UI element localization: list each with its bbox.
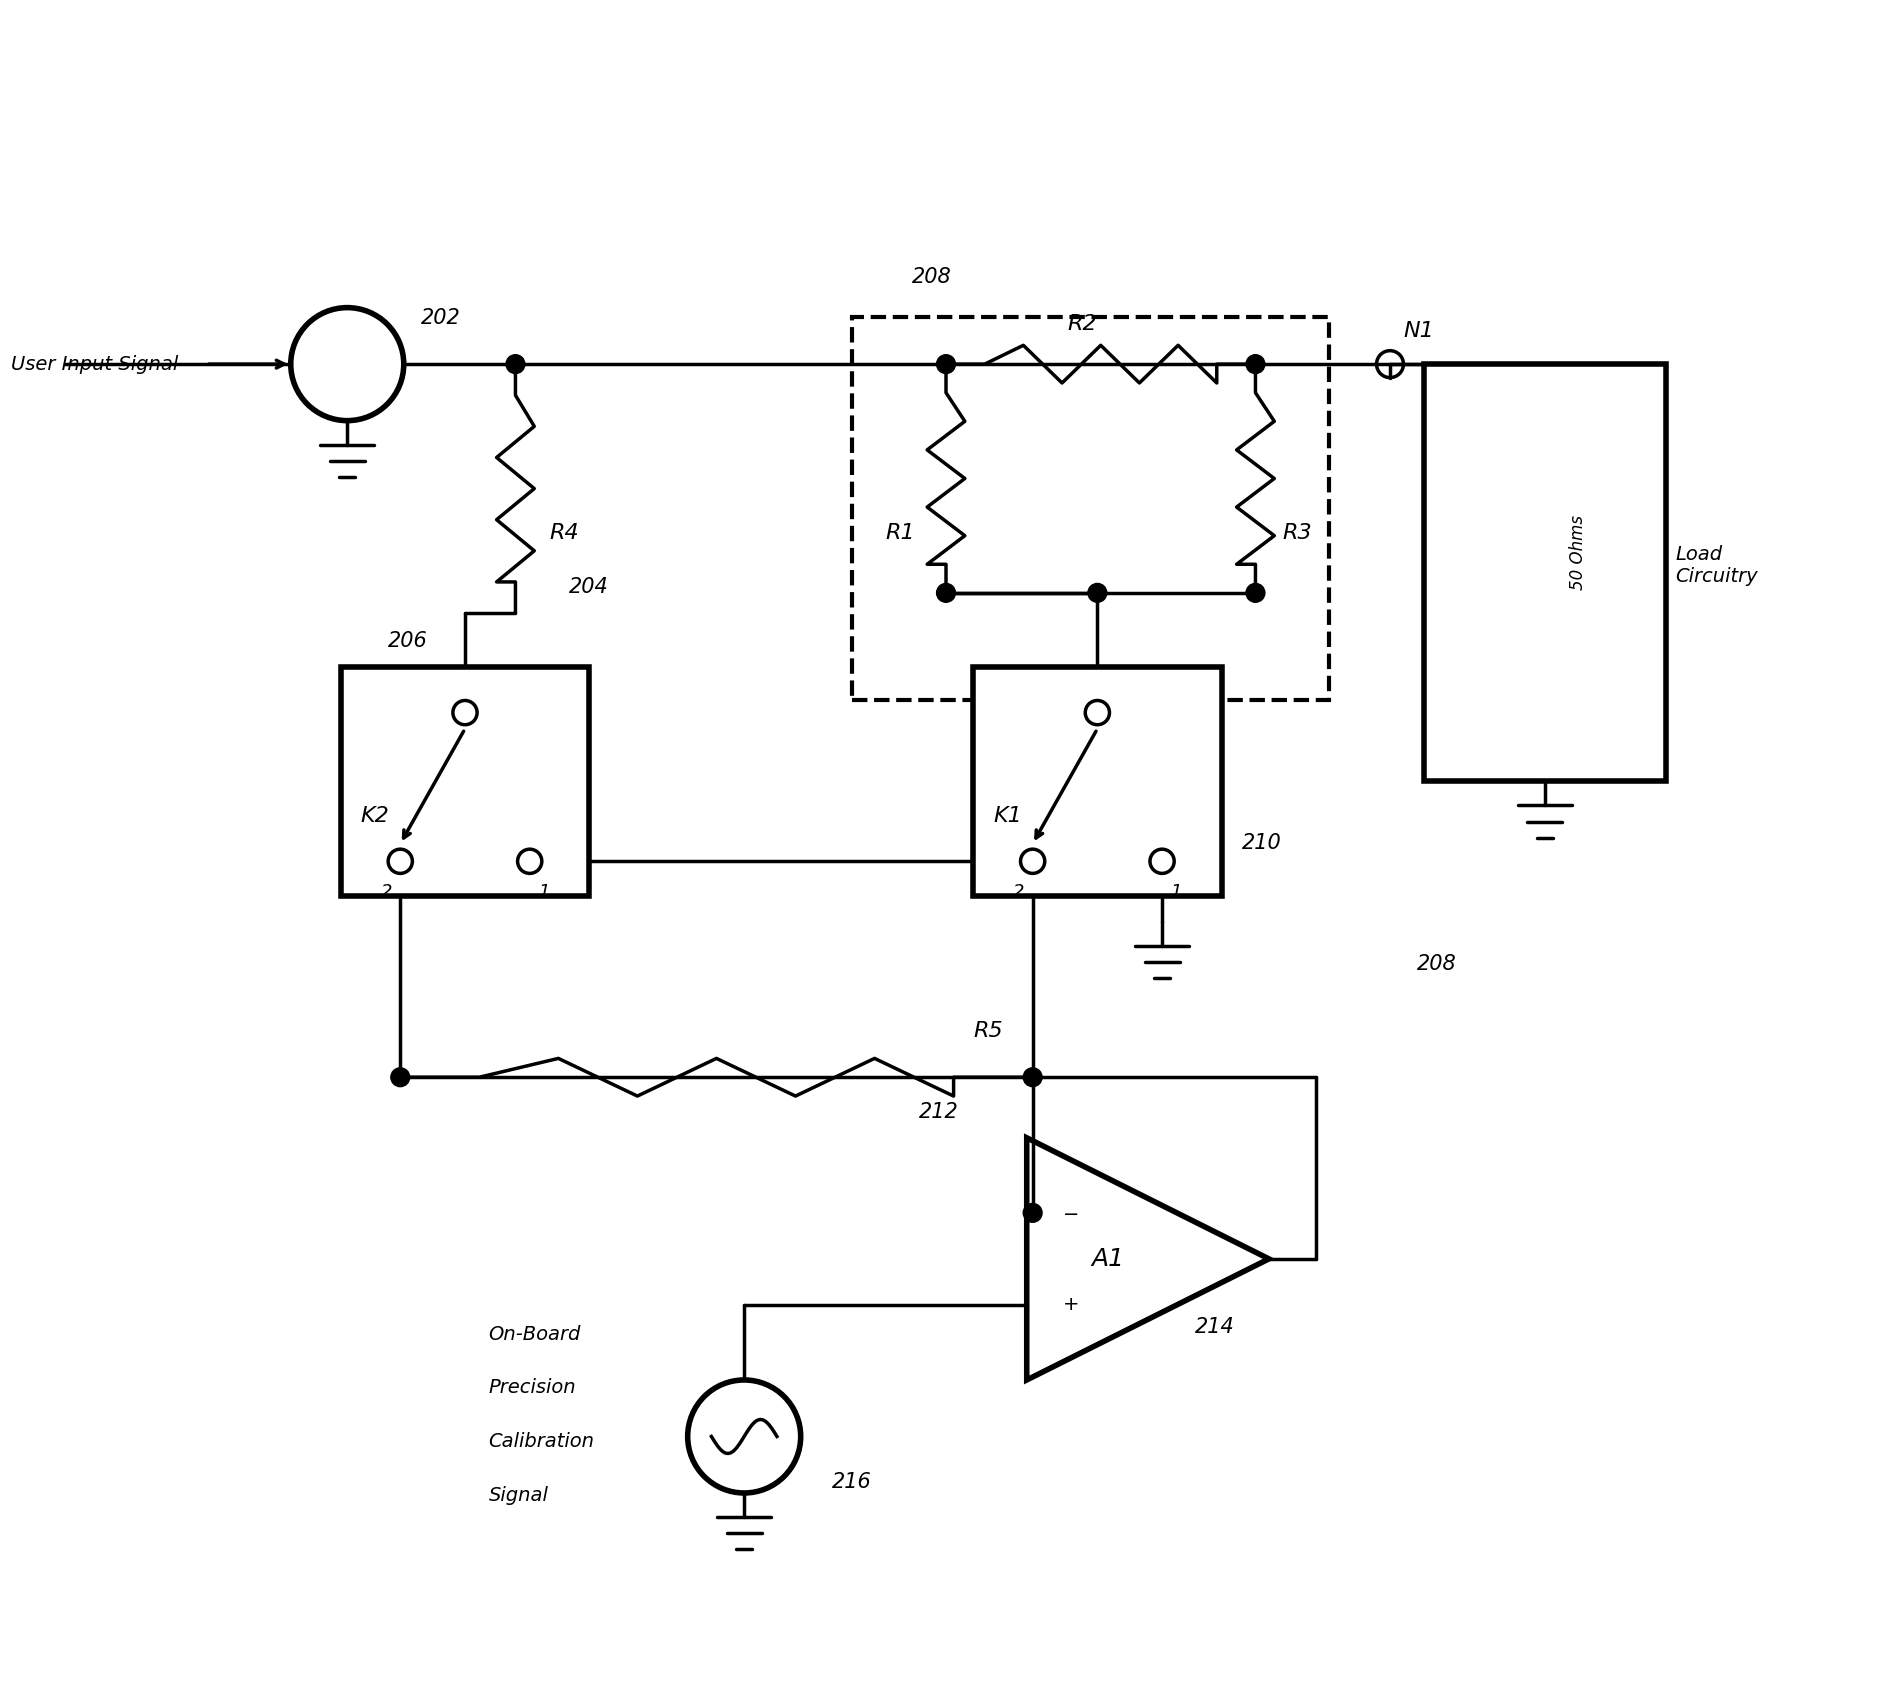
Text: A1: A1 xyxy=(1092,1247,1124,1271)
Text: 210: 210 xyxy=(1241,833,1281,852)
Text: R5: R5 xyxy=(972,1022,1003,1040)
Text: 202: 202 xyxy=(422,307,462,328)
Circle shape xyxy=(1024,1067,1042,1086)
Text: K2: K2 xyxy=(361,806,390,825)
Circle shape xyxy=(937,584,955,602)
Circle shape xyxy=(937,355,955,373)
Bar xyxy=(341,667,590,896)
Text: On-Board: On-Board xyxy=(488,1325,581,1344)
Bar xyxy=(972,667,1222,896)
Text: K1: K1 xyxy=(993,806,1022,825)
Text: 208: 208 xyxy=(1417,954,1457,974)
Circle shape xyxy=(505,355,524,373)
Text: R2: R2 xyxy=(1067,314,1097,334)
Text: Calibration: Calibration xyxy=(488,1432,594,1451)
Circle shape xyxy=(1247,584,1266,602)
Text: User Input Signal: User Input Signal xyxy=(11,355,178,373)
Text: 50 Ohms: 50 Ohms xyxy=(1568,514,1587,591)
Text: 2: 2 xyxy=(380,882,392,901)
Text: 212: 212 xyxy=(920,1101,959,1122)
Circle shape xyxy=(392,1067,411,1086)
Text: $-$: $-$ xyxy=(1061,1203,1078,1222)
Text: 1: 1 xyxy=(537,882,549,901)
Text: $+$: $+$ xyxy=(1061,1295,1078,1315)
Text: 216: 216 xyxy=(832,1471,872,1492)
Bar xyxy=(851,317,1330,701)
Text: Load
Circuitry: Load Circuitry xyxy=(1674,545,1758,587)
Circle shape xyxy=(1024,1203,1042,1222)
Text: 204: 204 xyxy=(569,577,609,597)
Circle shape xyxy=(1247,355,1266,373)
Text: R1: R1 xyxy=(885,523,916,543)
Text: 206: 206 xyxy=(388,631,428,650)
Text: 2: 2 xyxy=(1012,882,1025,901)
Text: Signal: Signal xyxy=(488,1487,549,1505)
Text: 208: 208 xyxy=(912,268,952,287)
Circle shape xyxy=(1088,584,1107,602)
Text: 214: 214 xyxy=(1196,1317,1235,1337)
Text: N1: N1 xyxy=(1404,321,1434,341)
Text: R4: R4 xyxy=(549,523,579,543)
Text: R3: R3 xyxy=(1283,523,1311,543)
Bar xyxy=(1423,365,1665,781)
Text: Precision: Precision xyxy=(488,1378,577,1397)
Text: 1: 1 xyxy=(1169,882,1182,901)
